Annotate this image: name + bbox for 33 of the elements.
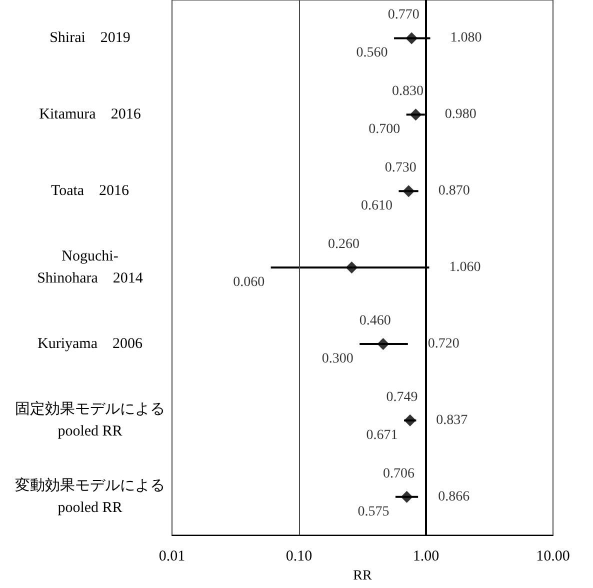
data-label: 0.830 xyxy=(392,84,424,100)
annotation: 1.060 xyxy=(449,260,481,276)
y-tick-label: 変動効果モデルによる pooled RR xyxy=(15,476,165,516)
x-tick-label: 10.00 xyxy=(536,548,570,565)
data-label: 0.260 xyxy=(328,237,360,252)
y-tick-label: Toata 2016 xyxy=(50,183,130,200)
data-label: 0.730 xyxy=(384,160,416,176)
x-tick-label: 1.00 xyxy=(412,548,440,565)
x-tick-label: 0.01 xyxy=(158,548,186,565)
annotation: 0.575 xyxy=(358,504,390,520)
annotation: 0.300 xyxy=(322,351,354,366)
y-tick-label: Kuriyama 2006 xyxy=(38,336,143,352)
annotation: 1.080 xyxy=(450,30,482,46)
annotation: 0.610 xyxy=(360,198,392,214)
x-axis-title: RR xyxy=(353,568,372,584)
y-tick-label: Noguchi- Shinohara 2014 xyxy=(37,248,144,287)
annotation: 0.060 xyxy=(233,275,265,290)
y-tick-label: Kitamura 2016 xyxy=(39,106,142,123)
annotation: 0.560 xyxy=(356,46,388,61)
data-label: 0.749 xyxy=(386,390,418,405)
x-tick-label: 0.10 xyxy=(286,548,312,565)
annotation: 0.870 xyxy=(438,184,470,199)
y-tick-label: 固定効果モデルによる pooled RR xyxy=(15,400,165,440)
data-label: 0.706 xyxy=(383,466,415,482)
annotation: 0.720 xyxy=(428,336,460,352)
annotation: 0.980 xyxy=(444,107,476,122)
data-label: 0.770 xyxy=(388,8,420,23)
annotation: 0.671 xyxy=(366,428,398,443)
data-label: 0.460 xyxy=(359,313,391,328)
y-tick-label: Shirai 2019 xyxy=(50,30,130,46)
annotation: 0.700 xyxy=(368,122,400,138)
annotation: 0.837 xyxy=(436,412,468,428)
annotation: 0.866 xyxy=(438,489,470,504)
